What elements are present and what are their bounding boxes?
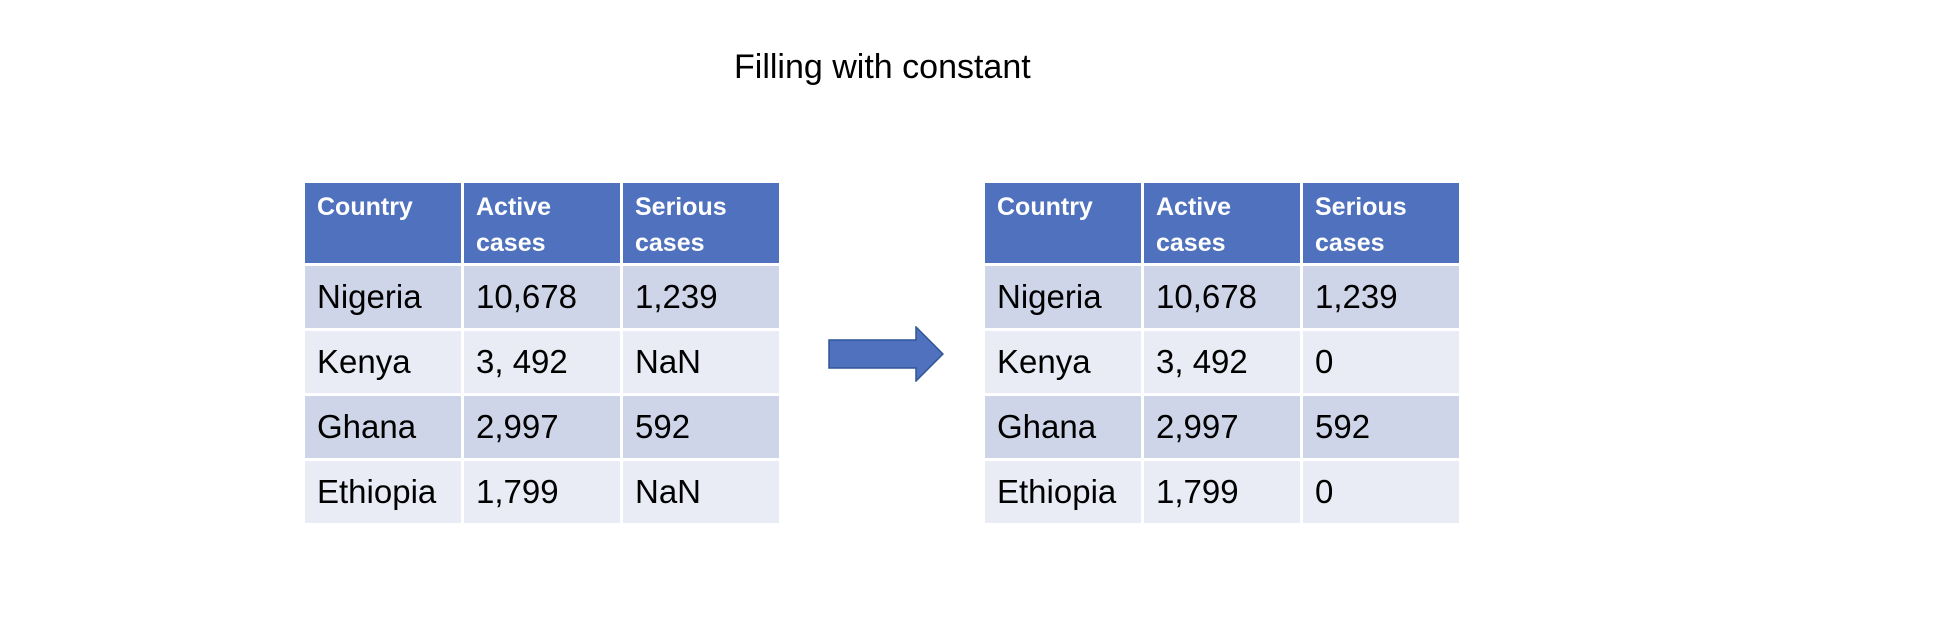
table-row: Ethiopia 1,799 0 [985,461,1459,523]
cell-serious-cases: NaN [623,461,779,523]
cell-active-cases: 10,678 [1144,266,1300,328]
cell-serious-cases: 592 [623,396,779,458]
right-arrow-icon [828,326,944,382]
cell-serious-cases: 1,239 [1303,266,1459,328]
table-row: Nigeria 10,678 1,239 [305,266,779,328]
cell-country: Ethiopia [305,461,461,523]
header-row: Country Active cases Serious cases [985,183,1459,263]
cell-country: Kenya [305,331,461,393]
cell-serious-cases: 592 [1303,396,1459,458]
table-row: Nigeria 10,678 1,239 [985,266,1459,328]
cell-active-cases: 10,678 [464,266,620,328]
table-row: Ghana 2,997 592 [305,396,779,458]
cell-active-cases: 2,997 [464,396,620,458]
cell-serious-cases: 1,239 [623,266,779,328]
slide-title: Filling with constant [734,48,1031,86]
cell-serious-cases: 0 [1303,461,1459,523]
header-active-cases: Active cases [464,183,620,263]
right-arrow-shape [828,326,944,382]
table-row: Kenya 3, 492 0 [985,331,1459,393]
header-row: Country Active cases Serious cases [305,183,779,263]
table-row: Ethiopia 1,799 NaN [305,461,779,523]
cell-active-cases: 3, 492 [464,331,620,393]
cell-active-cases: 2,997 [1144,396,1300,458]
header-active-cases: Active cases [1144,183,1300,263]
cell-country: Kenya [985,331,1141,393]
after-table: Country Active cases Serious cases Niger… [982,180,1462,526]
table-row: Ghana 2,997 592 [985,396,1459,458]
table-row: Kenya 3, 492 NaN [305,331,779,393]
cell-active-cases: 1,799 [1144,461,1300,523]
cell-active-cases: 1,799 [464,461,620,523]
cell-active-cases: 3, 492 [1144,331,1300,393]
header-serious-cases: Serious cases [1303,183,1459,263]
cell-country: Ethiopia [985,461,1141,523]
header-country: Country [305,183,461,263]
cell-country: Ghana [985,396,1141,458]
header-serious-cases: Serious cases [623,183,779,263]
header-country: Country [985,183,1141,263]
before-table: Country Active cases Serious cases Niger… [302,180,782,526]
cell-country: Nigeria [985,266,1141,328]
cell-serious-cases: 0 [1303,331,1459,393]
cell-country: Ghana [305,396,461,458]
cell-serious-cases: NaN [623,331,779,393]
cell-country: Nigeria [305,266,461,328]
